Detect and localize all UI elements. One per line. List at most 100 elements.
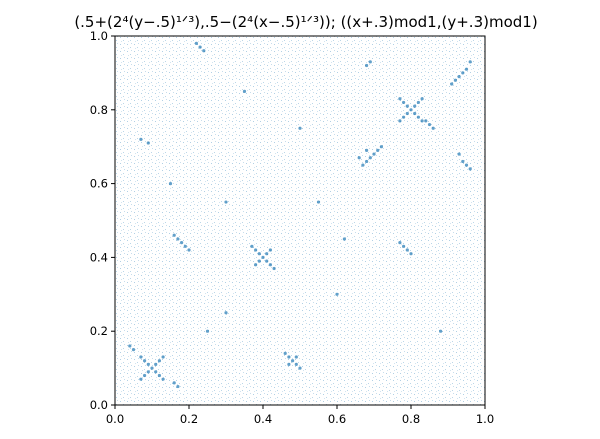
y-tick-label: 0.6 (90, 177, 108, 191)
scatter-point (416, 115, 420, 119)
scatter-point (464, 67, 469, 71)
scatter-point (368, 60, 372, 64)
scatter-point (398, 97, 402, 101)
scatter-point (453, 78, 457, 82)
scatter-point (287, 362, 291, 367)
scatter-point (342, 237, 346, 241)
scatter-point (172, 233, 176, 237)
point-cloud (115, 36, 485, 405)
scatter-point (154, 370, 158, 374)
scatter-point (268, 263, 272, 267)
x-tick-label: 1.0 (476, 412, 494, 426)
scatter-point (157, 359, 161, 363)
scatter-point (361, 163, 365, 167)
y-tick-label: 1.0 (90, 29, 108, 43)
scatter-point (365, 159, 369, 164)
scatter-point (372, 152, 376, 156)
scatter-point (176, 384, 180, 389)
y-tick-label: 0.4 (90, 250, 108, 264)
scatter-point (431, 126, 435, 130)
scatter-point (409, 108, 413, 112)
scatter-point (409, 252, 413, 256)
scatter-point (450, 82, 454, 86)
scatter-point (376, 148, 380, 152)
scatter-point (187, 248, 191, 252)
scatter-point (416, 100, 420, 105)
scatter-point (168, 182, 173, 186)
scatter-point (368, 156, 372, 160)
y-tick-label: 0.0 (90, 398, 108, 412)
scatter-point (154, 362, 158, 367)
x-tick-label: 0.6 (328, 412, 346, 426)
scatter-point (294, 362, 298, 367)
scatter-point (224, 311, 228, 315)
scatter-point (405, 104, 409, 108)
scatter-point (287, 355, 291, 359)
scatter-point (468, 60, 472, 64)
scatter-point (461, 159, 465, 164)
scatter-point (183, 244, 187, 248)
scatter-point (146, 141, 150, 145)
scatter-point (272, 266, 276, 271)
scatter-point (461, 71, 465, 75)
scatter-point (161, 355, 165, 359)
scatter-point (424, 119, 428, 123)
scatter-point (413, 111, 417, 116)
scatter-point (242, 89, 247, 93)
scatter-point (265, 259, 269, 263)
scatter-point (298, 366, 302, 370)
scatter-point (143, 359, 147, 363)
scatter-point (413, 104, 417, 108)
x-tick-label: 0.0 (106, 412, 124, 426)
scatter-points (128, 41, 472, 389)
x-tick-label: 0.2 (180, 412, 198, 426)
x-tick-label: 0.4 (254, 412, 272, 426)
chart-title: (.5+(2⁴(y−.5)¹ᐟ³),.5−(2⁴(x−.5)¹ᐟ³)); ((x… (74, 13, 537, 31)
scatter-point (365, 63, 369, 68)
x-tick-label: 0.8 (402, 412, 420, 426)
scatter-point (139, 377, 143, 381)
scatter-point (146, 362, 150, 367)
scatter-point (402, 115, 406, 119)
scatter-point (176, 237, 180, 241)
scatter-point (335, 292, 339, 296)
scatter-point (291, 359, 295, 363)
scatter-point (405, 111, 409, 116)
scatter-point (294, 355, 298, 359)
scatter-point (283, 351, 287, 355)
y-tick-label: 0.8 (90, 103, 108, 117)
scatter-point (224, 200, 228, 204)
scatter-point (139, 137, 143, 141)
scatter-point (398, 241, 402, 245)
scatter-point (131, 348, 136, 352)
scatter-point (420, 97, 424, 101)
scatter-point (402, 100, 406, 105)
scatter-point (161, 377, 165, 381)
scatter-point (143, 373, 147, 378)
scatter-point (468, 167, 472, 171)
scatter-point (357, 156, 361, 160)
scatter-point (365, 148, 369, 152)
scatter-point (257, 252, 261, 256)
scatter-point (250, 244, 254, 248)
scatter-point (198, 45, 202, 49)
scatter-point (194, 41, 198, 45)
scatter-point (457, 152, 461, 156)
scatter-point (379, 145, 383, 149)
scatter-point (316, 200, 321, 204)
scatter-point (298, 126, 302, 130)
scatter-point (205, 329, 210, 333)
scatter-point (202, 49, 206, 53)
scatter-point (398, 119, 402, 123)
axis-ticks: 0.0 0.2 0.4 0.6 0.8 1.0 0.0 0.2 0.4 0.6 0.8 1.0 (90, 29, 494, 426)
scatter-point (427, 122, 432, 127)
scatter-point (150, 366, 154, 370)
scatter-point (146, 370, 150, 374)
scatter-point (180, 241, 184, 245)
y-tick-label: 0.2 (90, 324, 108, 338)
scatter-point (254, 263, 258, 267)
scatter-point (128, 344, 132, 348)
scatter-point (405, 248, 409, 252)
